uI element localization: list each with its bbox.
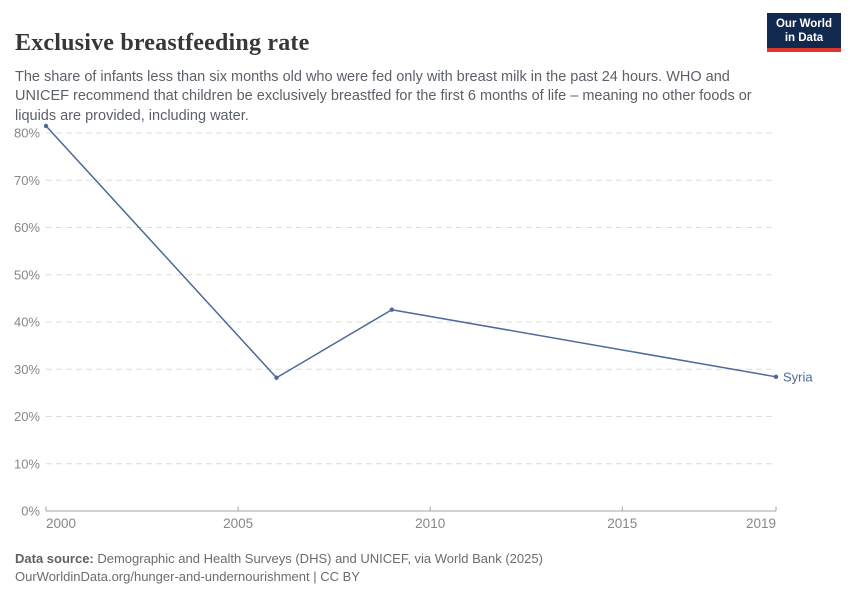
y-tick-label: 80% [14,126,40,141]
chart-subtitle: The share of infants less than six month… [15,68,752,124]
page-title: Exclusive breastfeeding rate [15,30,310,57]
license-text: | CC BY [309,569,360,584]
y-tick-label: 40% [14,315,40,330]
owid-logo-line1: Our World [775,18,832,30]
x-tick-label: 2019 [746,516,776,531]
x-tick-label: 2000 [46,516,76,531]
data-point[interactable] [389,307,394,312]
x-tick-label: 2005 [223,516,253,531]
y-tick-label: 20% [14,409,40,424]
owid-url-link[interactable]: OurWorldinData.org/hunger-and-undernouri… [15,569,310,584]
y-tick-label: 10% [14,456,40,471]
data-source-label: Data source: [15,551,94,566]
data-point[interactable] [773,374,779,380]
owid-logo-line2: in Data [784,32,824,44]
owid-logo[interactable]: Our World in Data [767,13,841,52]
y-tick-label: 50% [14,267,40,282]
data-source-text: Demographic and Health Surveys (DHS) and… [93,551,543,566]
y-tick-label: 30% [14,362,40,377]
entity-label-syria: Syria [783,369,813,384]
data-point[interactable] [43,123,49,129]
data-source-note: Data source: Demographic and Health Surv… [15,551,543,566]
footer-citation: OurWorldinData.org/hunger-and-undernouri… [15,569,360,584]
series-line-syria[interactable] [45,125,777,379]
y-tick-label: 70% [14,173,40,188]
y-tick-label: 0% [21,504,40,519]
x-tick-label: 2015 [607,516,637,531]
x-tick-label: 2010 [415,516,445,531]
y-tick-label: 60% [14,220,40,235]
data-point[interactable] [274,375,279,380]
